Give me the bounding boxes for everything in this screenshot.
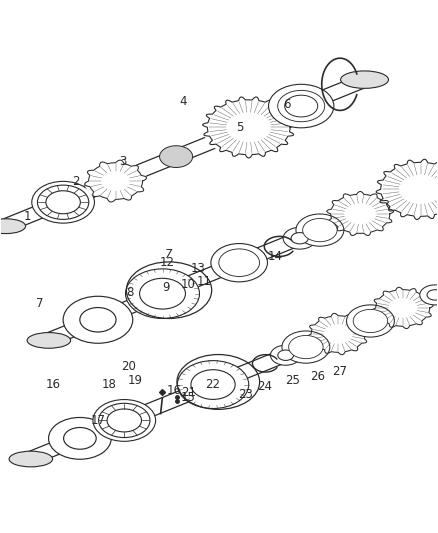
Text: 16: 16 — [45, 378, 60, 391]
Ellipse shape — [333, 319, 377, 334]
Ellipse shape — [283, 228, 316, 249]
Ellipse shape — [278, 91, 325, 122]
Ellipse shape — [126, 269, 199, 319]
Ellipse shape — [291, 232, 308, 244]
Ellipse shape — [159, 146, 193, 167]
Text: 25: 25 — [285, 374, 300, 387]
Text: 7: 7 — [36, 297, 43, 310]
Ellipse shape — [285, 95, 318, 117]
Text: 6: 6 — [283, 98, 290, 111]
Text: 27: 27 — [332, 365, 347, 378]
Ellipse shape — [46, 191, 80, 214]
Ellipse shape — [367, 193, 411, 209]
Text: 13: 13 — [191, 262, 205, 274]
Text: 9: 9 — [162, 281, 170, 294]
Text: 22: 22 — [205, 378, 220, 391]
Ellipse shape — [289, 335, 323, 359]
Text: 20: 20 — [121, 360, 136, 373]
Text: 12: 12 — [160, 256, 175, 269]
Text: 18: 18 — [102, 377, 117, 391]
Text: 19: 19 — [128, 374, 143, 387]
Ellipse shape — [307, 313, 369, 355]
Ellipse shape — [296, 214, 344, 246]
Ellipse shape — [353, 309, 388, 333]
Text: 15: 15 — [180, 391, 195, 405]
Ellipse shape — [303, 219, 337, 241]
Ellipse shape — [326, 191, 394, 236]
Ellipse shape — [107, 409, 141, 432]
Text: 23: 23 — [238, 388, 253, 401]
Ellipse shape — [202, 96, 295, 158]
Text: 8: 8 — [126, 286, 134, 299]
Text: 11: 11 — [196, 275, 211, 288]
Ellipse shape — [63, 296, 133, 343]
Ellipse shape — [27, 333, 71, 348]
Ellipse shape — [271, 345, 301, 365]
Text: 7: 7 — [165, 248, 173, 261]
Text: 17: 17 — [91, 414, 106, 426]
Ellipse shape — [341, 71, 389, 88]
Ellipse shape — [9, 451, 53, 467]
Ellipse shape — [427, 290, 438, 300]
Ellipse shape — [278, 350, 293, 360]
Ellipse shape — [0, 219, 25, 233]
Ellipse shape — [80, 308, 116, 332]
Ellipse shape — [99, 403, 150, 438]
Ellipse shape — [37, 185, 89, 220]
Ellipse shape — [268, 84, 334, 128]
Ellipse shape — [372, 287, 434, 329]
Text: 14: 14 — [267, 251, 282, 263]
Text: 24: 24 — [257, 379, 272, 393]
Text: 21: 21 — [181, 386, 196, 399]
Text: 5: 5 — [236, 121, 244, 134]
Text: 3: 3 — [119, 155, 126, 168]
Ellipse shape — [420, 285, 438, 305]
Ellipse shape — [219, 249, 260, 277]
Ellipse shape — [49, 417, 111, 459]
Ellipse shape — [140, 278, 185, 309]
Ellipse shape — [211, 244, 268, 282]
Ellipse shape — [177, 361, 249, 408]
Ellipse shape — [64, 427, 96, 449]
Text: 1: 1 — [24, 210, 31, 223]
Ellipse shape — [346, 305, 394, 337]
Text: 26: 26 — [310, 370, 325, 383]
Ellipse shape — [32, 181, 95, 223]
Ellipse shape — [376, 159, 438, 220]
Ellipse shape — [84, 160, 147, 202]
Text: 16: 16 — [167, 384, 182, 397]
Ellipse shape — [282, 331, 330, 363]
Ellipse shape — [93, 400, 155, 441]
Text: 10: 10 — [181, 278, 196, 291]
Text: 4: 4 — [180, 95, 187, 109]
Text: 2: 2 — [72, 175, 79, 188]
Ellipse shape — [191, 370, 235, 399]
